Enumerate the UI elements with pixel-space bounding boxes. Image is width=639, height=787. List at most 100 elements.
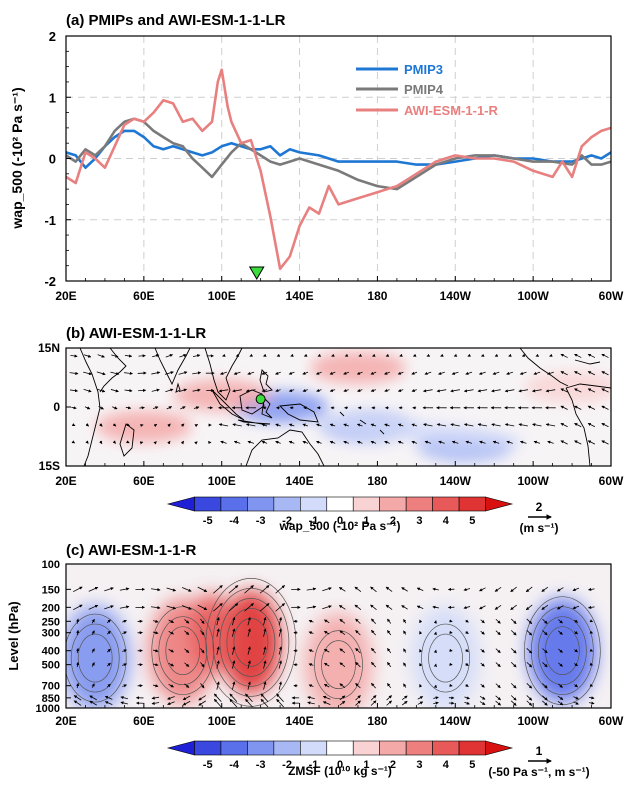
- wind-vector: [451, 440, 459, 444]
- circulation-vector: [542, 648, 548, 654]
- circulation-vector: [168, 619, 175, 623]
- circulation-vector: [558, 648, 563, 653]
- circulation-vector: [306, 587, 317, 591]
- circulation-vector: [307, 701, 315, 705]
- circulation-vector: [339, 648, 346, 653]
- wind-vector: [111, 354, 119, 358]
- wind-vector: [316, 388, 322, 392]
- circulation-vector: [526, 618, 533, 625]
- x-tick-label: 180: [367, 474, 387, 488]
- circulation-vector: [495, 700, 502, 706]
- wind-vector: [302, 371, 309, 375]
- wind-vector: [356, 440, 363, 444]
- wind-vector: [180, 406, 186, 410]
- x-tick-label: 60W: [599, 289, 624, 303]
- circulation-vector: [464, 696, 470, 700]
- circulation-vector: [465, 630, 469, 634]
- wind-vector: [96, 371, 106, 376]
- panel-a-lines: [66, 68, 611, 271]
- colorbar-tick-label: 3: [416, 759, 422, 771]
- y-tick-label: 150: [42, 584, 60, 596]
- circulation-vector: [76, 618, 80, 624]
- circulation-vector: [104, 605, 114, 610]
- wind-vector: [164, 371, 174, 375]
- y-tick-label: 15N: [38, 341, 60, 355]
- circulation-vector: [323, 648, 330, 653]
- circulation-vector: [106, 683, 111, 688]
- circulation-vector: [152, 619, 159, 623]
- panel-c-section: [66, 564, 611, 708]
- circulation-vector: [182, 695, 191, 701]
- wind-vector: [480, 353, 485, 357]
- y-tick-label: -2: [44, 274, 56, 289]
- colorbar-tick-label: -2: [282, 759, 292, 771]
- circulation-vector: [263, 616, 267, 626]
- wind-vector: [508, 353, 512, 357]
- wind-vector: [358, 353, 362, 357]
- wind-vector: [222, 353, 226, 357]
- panel-b-shading: [95, 351, 611, 463]
- wind-vector: [532, 423, 542, 427]
- circulation-vector: [495, 683, 501, 689]
- panel-b-wind-vectors: [69, 353, 609, 445]
- colorbar-tick-label: 2: [390, 759, 396, 771]
- circulation-vector: [260, 693, 269, 703]
- circulation-vector: [338, 605, 346, 610]
- wind-vector: [601, 423, 609, 428]
- wind-vector: [601, 405, 609, 410]
- wind-vector: [560, 371, 568, 376]
- wind-vector: [151, 388, 160, 392]
- wind-vector: [110, 389, 119, 393]
- colorbar-tick-label: -1: [309, 759, 319, 771]
- circulation-vector: [417, 696, 424, 700]
- circulation-vector: [558, 683, 563, 688]
- circulation-vector: [152, 684, 159, 688]
- triangle-marker: [248, 266, 265, 280]
- circulation-vector: [355, 648, 361, 654]
- wind-vector: [97, 388, 106, 393]
- x-tick-label: 100W: [517, 289, 549, 303]
- colorbar-swatch: [379, 496, 407, 512]
- circulation-vector: [526, 695, 533, 701]
- shading-blob: [95, 410, 192, 443]
- circulation-vector: [259, 585, 270, 594]
- circulation-vector: [216, 646, 220, 655]
- circulation-vector: [574, 649, 578, 653]
- circulation-vector: [558, 619, 563, 624]
- circulation-vector: [200, 662, 205, 668]
- circulation-vector: [401, 587, 408, 592]
- wind-vector: [450, 389, 460, 393]
- panel-c-ylabel: Level (hPa): [6, 601, 21, 670]
- wind-vector: [97, 354, 105, 358]
- circulation-vector: [480, 619, 485, 624]
- wind-vector: [165, 354, 174, 358]
- wind-vector: [384, 371, 390, 375]
- circulation-vector: [354, 586, 362, 592]
- circulation-vector: [263, 628, 267, 637]
- wind-vector: [85, 423, 89, 427]
- circulation-vector: [417, 701, 424, 705]
- colorbar-tick-label: 5: [469, 515, 475, 527]
- circulation-vector: [465, 648, 469, 652]
- wind-vector: [491, 389, 501, 393]
- circulation-vector: [401, 695, 408, 701]
- wind-vector: [545, 423, 556, 427]
- circulation-vector: [510, 586, 517, 593]
- circulation-vector: [247, 660, 251, 669]
- circulation-vector: [198, 700, 206, 706]
- circulation-vector: [120, 701, 128, 705]
- wind-vector: [477, 423, 488, 427]
- circulation-vector: [122, 649, 127, 653]
- wind-vector: [492, 440, 500, 444]
- wind-vector: [112, 423, 117, 427]
- circulation-vector: [385, 586, 393, 592]
- wind-vector: [192, 371, 202, 375]
- circulation-vector: [184, 662, 190, 667]
- wind-vector: [180, 423, 185, 427]
- wind-vector: [288, 388, 295, 392]
- circulation-vector: [574, 684, 578, 688]
- circulation-vector: [558, 662, 563, 667]
- wind-vector: [275, 371, 281, 375]
- wind-vector: [167, 440, 171, 445]
- wind-vector: [178, 388, 188, 393]
